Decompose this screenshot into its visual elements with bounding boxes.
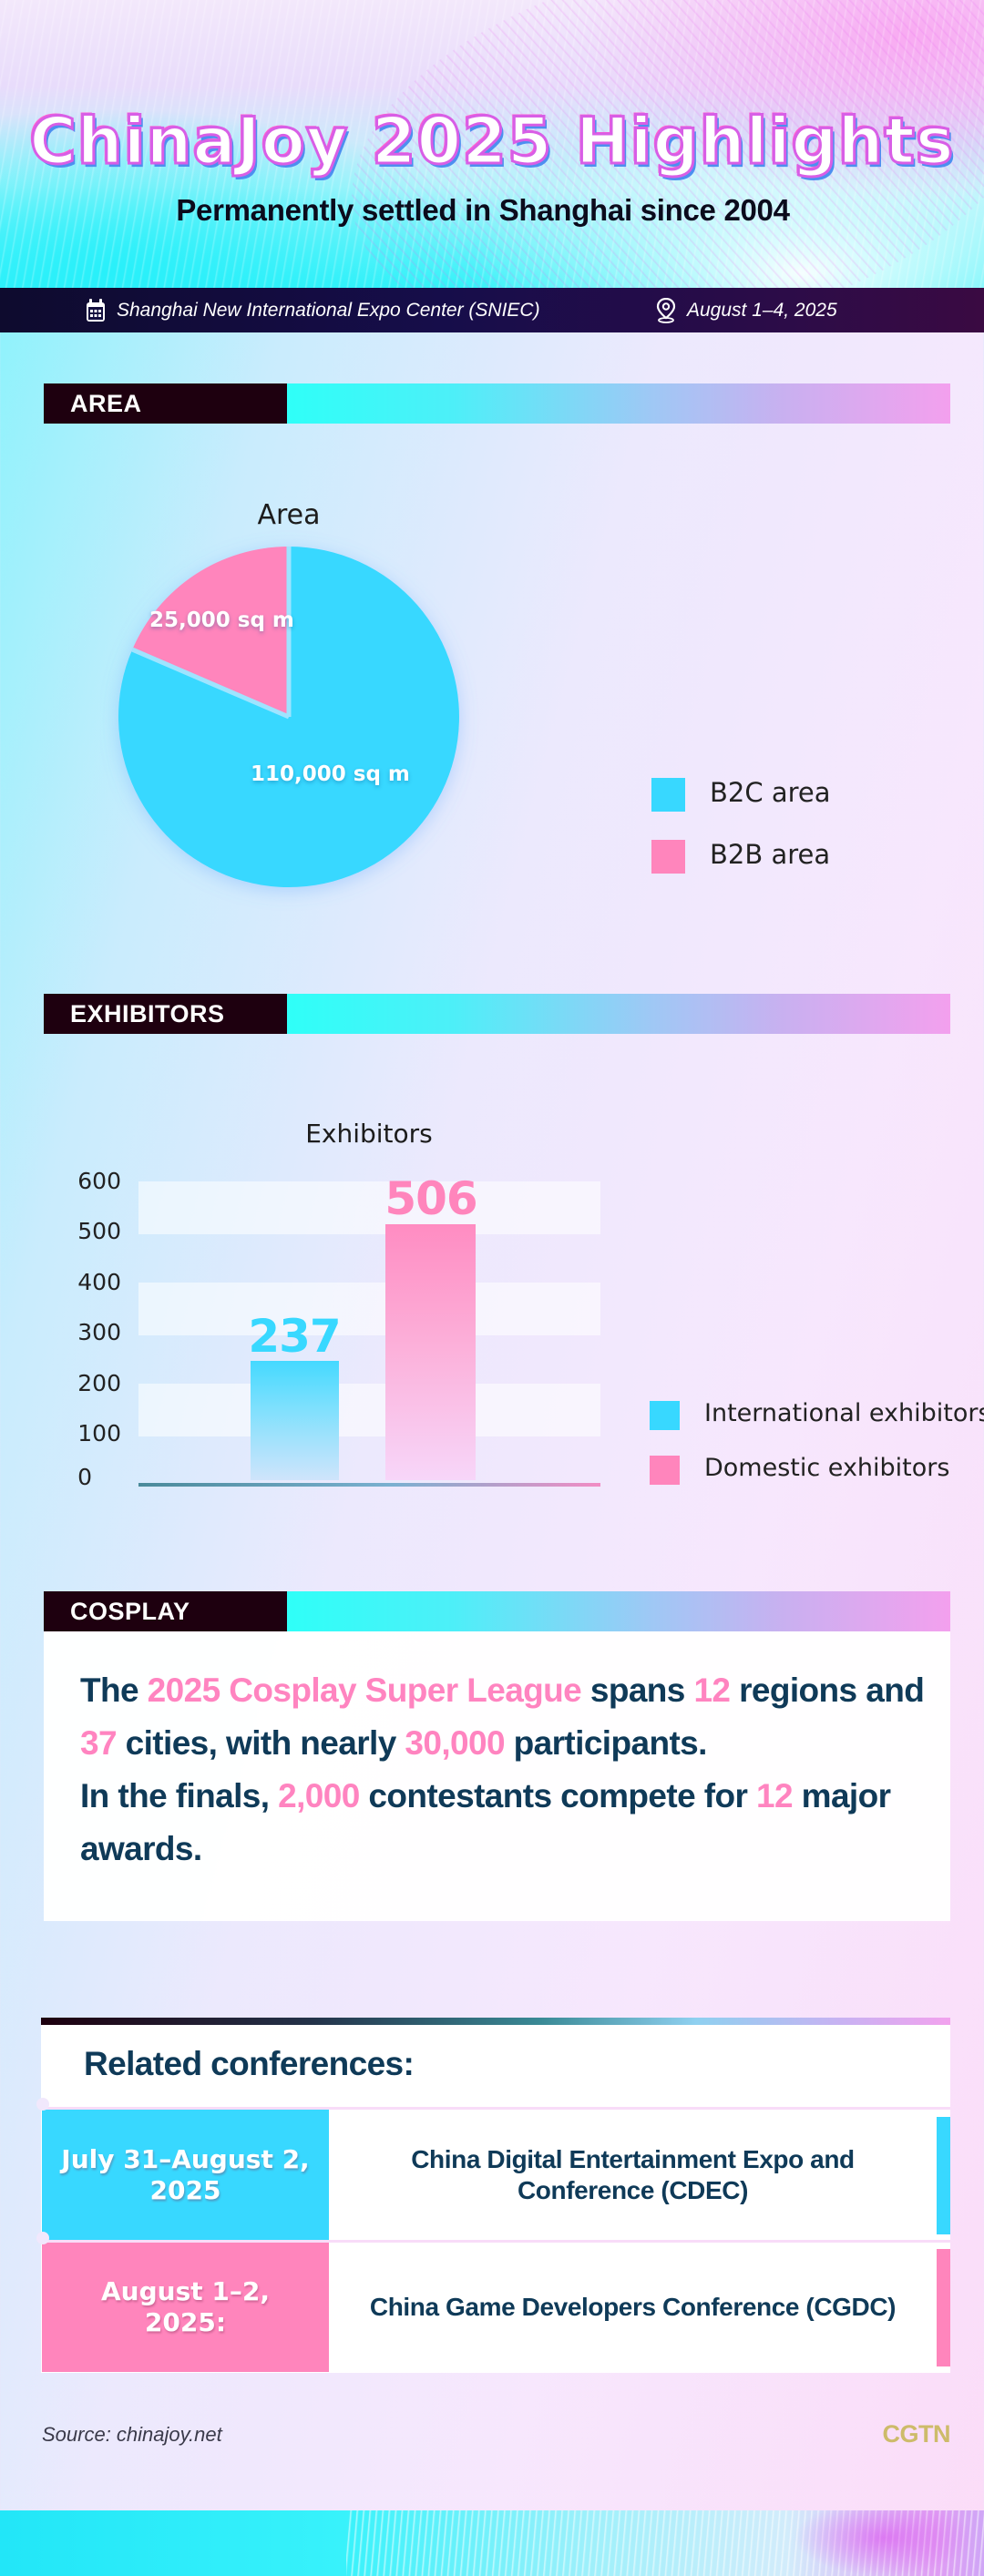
page-subtitle: Permanently settled in Shanghai since 20… [176, 193, 790, 227]
highlight-cities: 37 [80, 1724, 118, 1762]
legend-swatch-pink [650, 1456, 680, 1485]
section-title: EXHIBITORS [44, 994, 287, 1034]
section-header-bar [287, 383, 950, 424]
divider [41, 2107, 950, 2110]
y-tick: 400 [77, 1269, 121, 1295]
conference-name-cdec: China Digital Entertainment Expo and Conf… [411, 2145, 855, 2204]
cgtn-logo: CGTN [882, 2420, 951, 2448]
legend-label: International exhibitors [704, 1399, 984, 1427]
date-info: August 1–4, 2025 [656, 288, 837, 332]
legend-label: Domestic exhibitors [704, 1454, 950, 1482]
grid-band [138, 1181, 600, 1234]
legend-swatch-cyan [651, 778, 685, 812]
hero-pattern [0, 0, 984, 288]
hero-banner: ChinaJoy 2025 Highlights Permanently set… [0, 0, 984, 288]
pie-label-b2b: 25,000 sq m [149, 608, 294, 632]
row-accent-pink [937, 2249, 950, 2366]
conference-date: August 1–2, 2025: [101, 2276, 270, 2337]
bar-chart-title: Exhibitors [305, 1119, 433, 1149]
venue-info: Shanghai New International Expo Center (… [86, 288, 540, 332]
highlight-regions: 12 [693, 1671, 731, 1709]
x-axis-line [138, 1483, 600, 1487]
highlight-league: 2025 Cosplay Super League [147, 1671, 582, 1709]
pie-label-b2c: 110,000 sq m [251, 762, 410, 786]
calendar-icon [87, 298, 105, 322]
venue-text: Shanghai New International Expo Center (… [117, 299, 540, 321]
date-text: August 1–4, 2025 [687, 299, 837, 321]
pie-slice-b2b[interactable] [132, 547, 289, 717]
section-title: COSPLAY [44, 1591, 287, 1631]
footer-glow [765, 2510, 984, 2576]
source-credit: Source: chinajoy.net [42, 2423, 222, 2446]
divider [41, 2240, 950, 2243]
legend-label: B2C area [710, 777, 831, 808]
section-header-area: AREA [44, 383, 950, 424]
cosplay-description: The 2025 Cosplay Super League spans 12 r… [80, 1671, 925, 1867]
bar-value-international: 237 [248, 1310, 341, 1363]
conference-name-cgdc: China Game Developers Conference (CGDC) [369, 2293, 897, 2321]
card-notch [36, 2232, 49, 2244]
grid-band [138, 1283, 600, 1335]
card-notch [36, 2098, 49, 2111]
area-pie-chart [118, 547, 459, 887]
pie-chart-title: Area [257, 499, 321, 531]
related-conferences-title: Related conferences: [84, 2045, 415, 2082]
cosplay-card [44, 1631, 950, 1921]
bar-value-domestic: 506 [384, 1172, 477, 1225]
page-title: ChinaJoy 2025 Highlights [28, 103, 955, 180]
y-tick: 0 [77, 1464, 92, 1490]
related-card-topbar [41, 2018, 950, 2025]
bar-international[interactable] [251, 1361, 339, 1480]
grid-band [138, 1384, 600, 1436]
section-header-bar [287, 1591, 950, 1631]
y-tick: 600 [77, 1168, 121, 1194]
y-tick: 500 [77, 1218, 121, 1244]
conference-date-cell-cyan [42, 2110, 329, 2241]
y-tick: 100 [77, 1420, 121, 1446]
highlight-contestants: 2,000 [278, 1777, 360, 1814]
conference-date-cell-pink [42, 2243, 329, 2372]
section-title: AREA [44, 383, 287, 424]
location-pin-icon [656, 297, 676, 323]
y-tick: 300 [77, 1319, 121, 1345]
event-info-bar: Shanghai New International Expo Center (… [0, 288, 984, 332]
row-accent-cyan [937, 2117, 950, 2234]
section-header-exhibitors: EXHIBITORS [44, 994, 950, 1034]
section-header-cosplay: COSPLAY [44, 1591, 950, 1631]
highlight-awards: 12 [756, 1777, 794, 1814]
bar-domestic[interactable] [385, 1224, 476, 1480]
legend-swatch-pink [651, 840, 685, 874]
conference-date: July 31–August 2, 2025 [61, 2144, 310, 2205]
legend-swatch-cyan [650, 1401, 680, 1430]
highlight-participants: 30,000 [405, 1724, 505, 1762]
legend-label: B2B area [710, 839, 831, 870]
y-tick: 200 [77, 1370, 121, 1396]
footer-decorative-band [0, 2510, 984, 2576]
section-header-bar [287, 994, 950, 1034]
